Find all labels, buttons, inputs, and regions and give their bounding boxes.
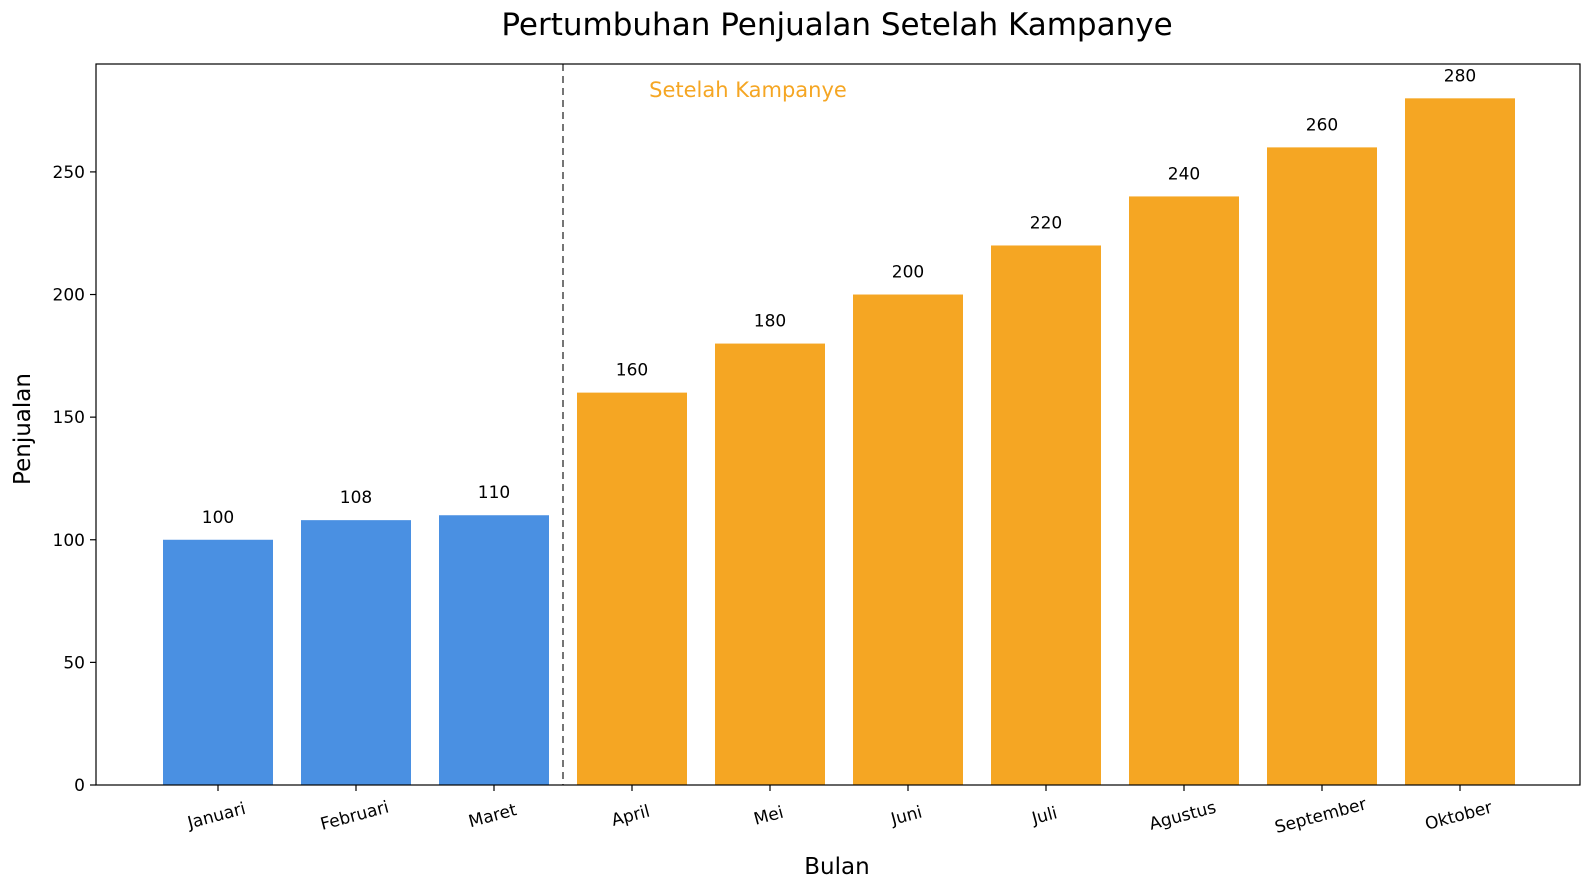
x-tick-label: Juli xyxy=(1029,803,1060,829)
x-tick-label: April xyxy=(609,801,652,830)
bars-layer xyxy=(163,98,1515,786)
value-label-februari: 108 xyxy=(340,488,372,508)
bar-agustus xyxy=(1129,196,1239,785)
x-tick-label: Maret xyxy=(467,800,520,832)
value-label-januari: 100 xyxy=(202,508,234,528)
bar-maret xyxy=(439,515,549,785)
campaign-annotation: Setelah Kampanye xyxy=(649,78,847,102)
x-tick-label: Februari xyxy=(318,797,391,834)
value-label-juni: 200 xyxy=(892,263,924,283)
bar-september xyxy=(1267,147,1377,785)
value-label-agustus: 240 xyxy=(1168,164,1200,184)
chart-title: Pertumbuhan Penjualan Setelah Kampanye xyxy=(501,7,1172,43)
y-tick-label: 200 xyxy=(53,286,85,306)
y-axis-title: Penjualan xyxy=(10,373,36,485)
value-label-juli: 220 xyxy=(1030,213,1062,233)
value-label-maret: 110 xyxy=(478,483,510,503)
y-tick-label: 50 xyxy=(63,653,85,673)
plot-frame xyxy=(95,63,1581,786)
y-tick-label: 250 xyxy=(53,163,85,183)
bar-februari xyxy=(301,520,411,785)
x-tick-label: Januari xyxy=(185,799,248,834)
bar-mei xyxy=(715,343,825,785)
value-label-september: 260 xyxy=(1306,115,1338,135)
bar-april xyxy=(577,392,687,785)
bar-oktober xyxy=(1405,98,1515,786)
bar-juli xyxy=(991,245,1101,785)
value-label-mei: 180 xyxy=(754,312,786,332)
y-tick-label: 100 xyxy=(53,531,85,551)
x-tick-label: Agustus xyxy=(1147,798,1218,835)
value-label-april: 160 xyxy=(616,361,648,381)
x-tick-label: Juni xyxy=(888,802,924,830)
value-labels-layer: 100 108 110 160 180 200 220 240 260 280 xyxy=(202,66,1476,527)
x-axis-title: Bulan xyxy=(804,854,869,880)
bar-januari xyxy=(163,539,273,785)
y-tick-label: 150 xyxy=(53,408,85,428)
x-tick-label: September xyxy=(1273,794,1369,838)
value-label-oktober: 280 xyxy=(1444,66,1476,86)
x-tick-label: Oktober xyxy=(1423,798,1494,835)
x-tick-label: Mei xyxy=(752,803,786,830)
y-tick-label: 0 xyxy=(74,776,85,796)
bar-juni xyxy=(853,294,963,785)
